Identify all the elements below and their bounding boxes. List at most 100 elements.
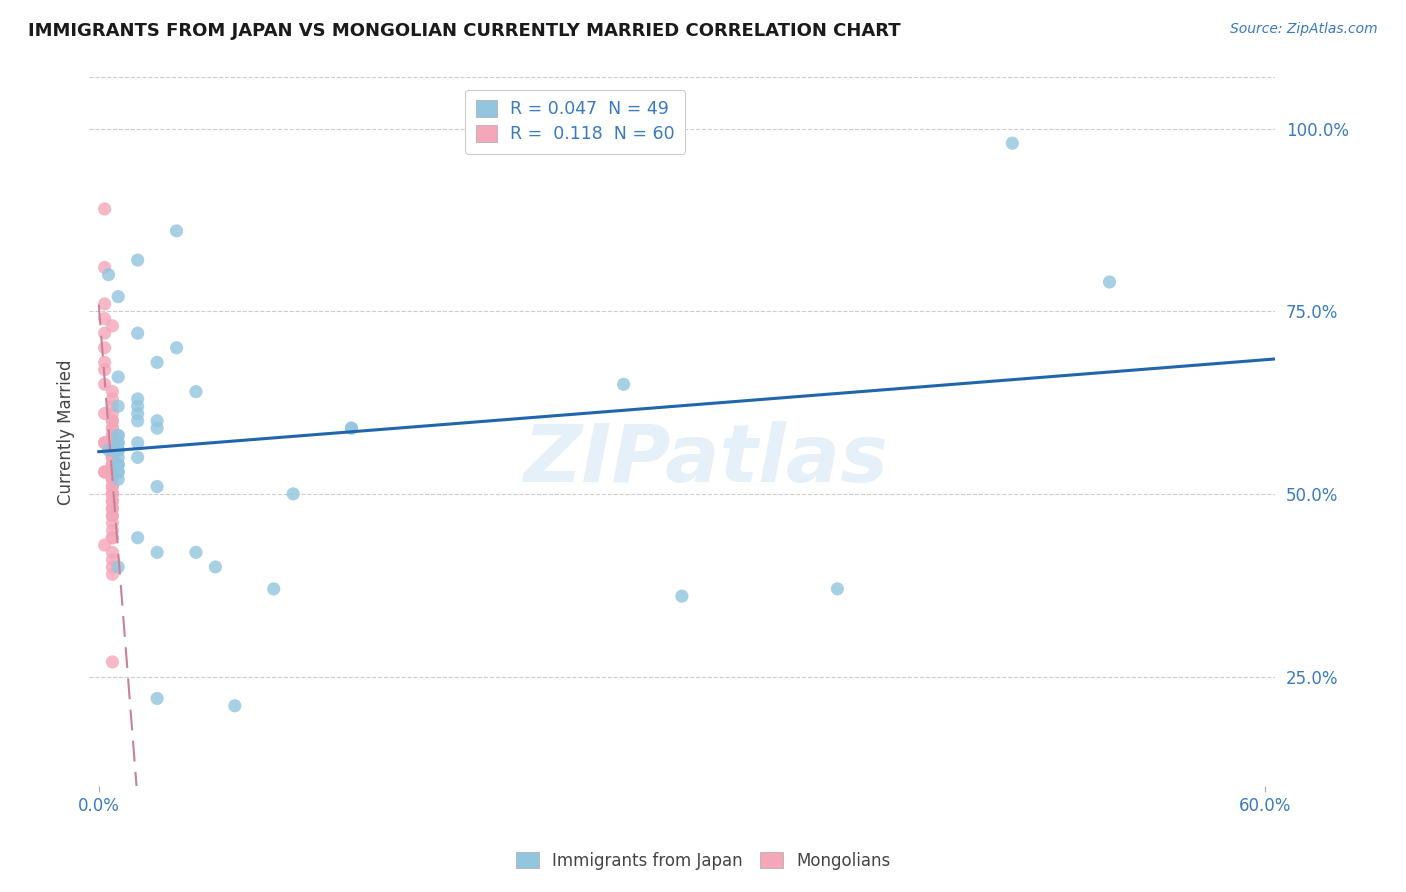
Point [101, 524, 124, 538]
Point [93, 465, 115, 479]
Point [107, 428, 129, 442]
Point [101, 435, 124, 450]
Point [101, 494, 124, 508]
Point [127, 414, 149, 428]
Point [127, 407, 149, 421]
Point [107, 458, 129, 472]
Point [101, 508, 124, 523]
Point [101, 421, 124, 435]
Point [101, 443, 124, 458]
Point [224, 698, 246, 713]
Point [127, 450, 149, 465]
Point [827, 582, 849, 596]
Point [101, 480, 124, 494]
Point [101, 494, 124, 508]
Point [93, 435, 115, 450]
Point [127, 392, 149, 406]
Point [101, 487, 124, 501]
Point [101, 487, 124, 501]
Point [101, 560, 124, 574]
Point [101, 508, 124, 523]
Point [101, 428, 124, 442]
Point [107, 443, 129, 458]
Point [204, 560, 226, 574]
Point [101, 443, 124, 458]
Point [283, 487, 305, 501]
Point [127, 253, 149, 268]
Point [93, 297, 115, 311]
Point [146, 691, 169, 706]
Point [101, 487, 124, 501]
Point [127, 399, 149, 413]
Point [93, 311, 115, 326]
Point [101, 450, 124, 465]
Y-axis label: Currently Married: Currently Married [58, 359, 75, 505]
Point [107, 399, 129, 413]
Point [93, 260, 115, 275]
Point [93, 326, 115, 340]
Point [146, 545, 169, 559]
Point [146, 480, 169, 494]
Point [101, 458, 124, 472]
Point [1098, 275, 1121, 289]
Point [101, 531, 124, 545]
Point [101, 472, 124, 486]
Point [107, 290, 129, 304]
Point [101, 399, 124, 413]
Point [101, 655, 124, 669]
Point [101, 407, 124, 421]
Point [101, 501, 124, 516]
Point [101, 472, 124, 486]
Point [97, 443, 120, 458]
Point [1001, 136, 1024, 151]
Legend: Immigrants from Japan, Mongolians: Immigrants from Japan, Mongolians [509, 846, 897, 877]
Point [613, 377, 636, 392]
Point [93, 341, 115, 355]
Point [166, 224, 188, 238]
Point [101, 516, 124, 530]
Text: Source: ZipAtlas.com: Source: ZipAtlas.com [1230, 22, 1378, 37]
Point [101, 421, 124, 435]
Point [101, 450, 124, 465]
Point [101, 458, 124, 472]
Point [184, 545, 207, 559]
Point [93, 202, 115, 216]
Point [146, 414, 169, 428]
Point [166, 341, 188, 355]
Point [340, 421, 363, 435]
Point [107, 443, 129, 458]
Point [107, 560, 129, 574]
Point [93, 377, 115, 392]
Point [101, 428, 124, 442]
Point [101, 567, 124, 582]
Point [107, 458, 129, 472]
Point [93, 407, 115, 421]
Point [101, 318, 124, 333]
Point [107, 465, 129, 479]
Point [101, 472, 124, 486]
Point [671, 589, 693, 603]
Point [107, 465, 129, 479]
Point [263, 582, 285, 596]
Point [101, 458, 124, 472]
Point [101, 392, 124, 406]
Point [107, 435, 129, 450]
Point [93, 355, 115, 369]
Point [107, 435, 129, 450]
Point [101, 384, 124, 399]
Point [146, 421, 169, 435]
Point [101, 414, 124, 428]
Point [184, 384, 207, 399]
Point [101, 414, 124, 428]
Point [93, 465, 115, 479]
Text: ZIPatlas: ZIPatlas [523, 421, 889, 500]
Point [107, 450, 129, 465]
Point [101, 501, 124, 516]
Point [101, 552, 124, 566]
Text: IMMIGRANTS FROM JAPAN VS MONGOLIAN CURRENTLY MARRIED CORRELATION CHART: IMMIGRANTS FROM JAPAN VS MONGOLIAN CURRE… [28, 22, 901, 40]
Point [107, 472, 129, 486]
Point [146, 355, 169, 369]
Point [93, 362, 115, 376]
Legend: R = 0.047  N = 49, R =  0.118  N = 60: R = 0.047 N = 49, R = 0.118 N = 60 [465, 90, 686, 154]
Point [101, 450, 124, 465]
